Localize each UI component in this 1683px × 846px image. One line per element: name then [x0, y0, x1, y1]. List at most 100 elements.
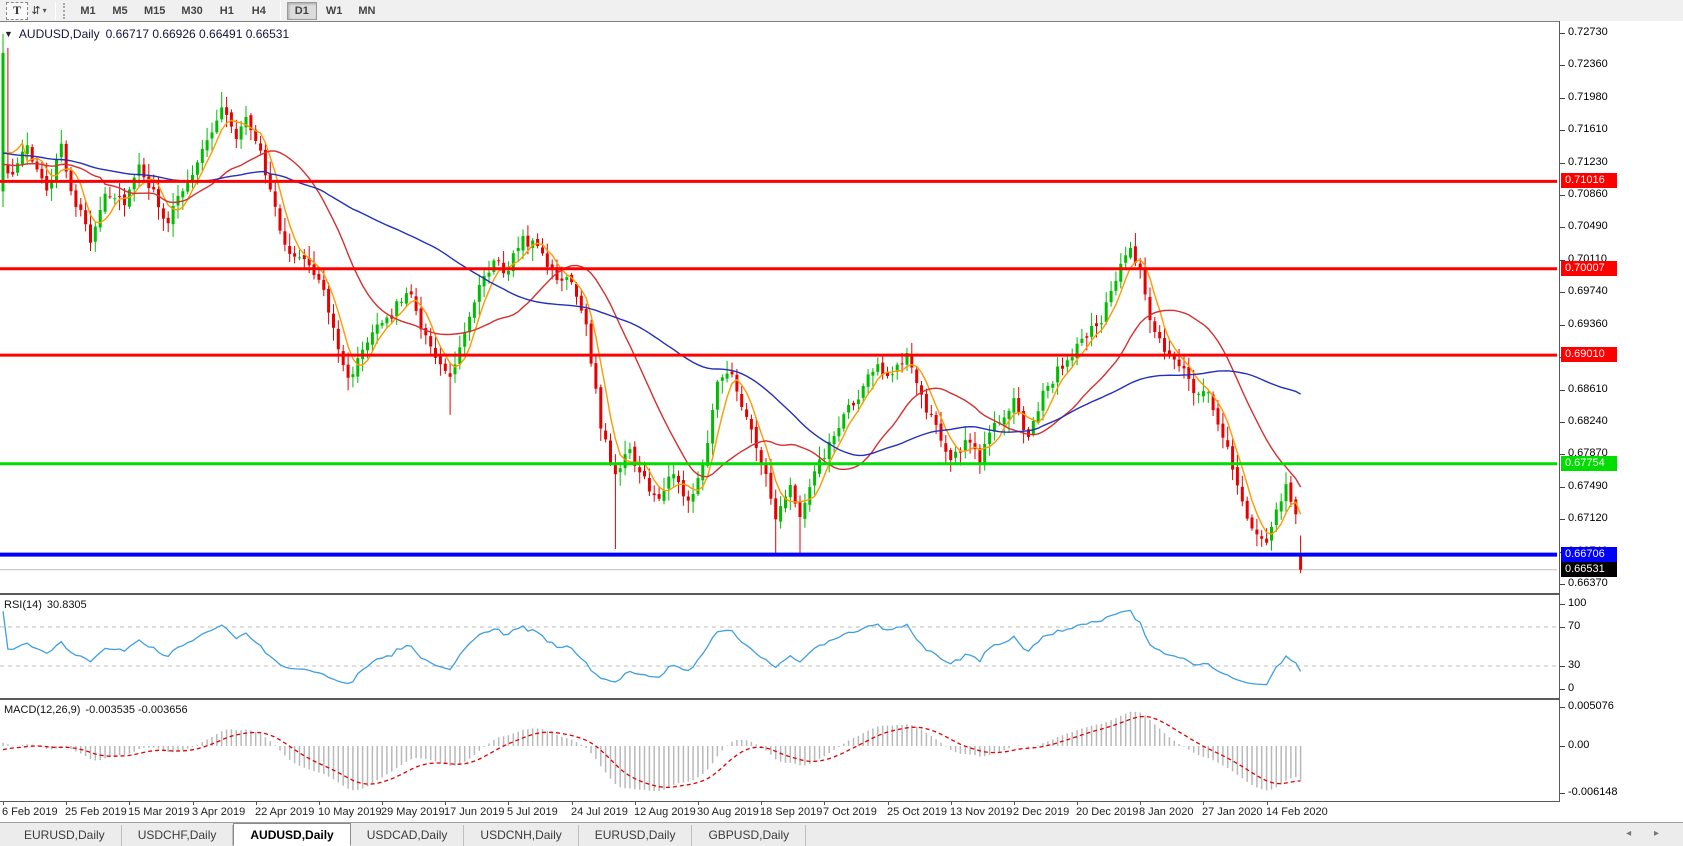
date-label: 24 Jul 2019	[571, 806, 628, 818]
axis-tick-mark	[1560, 793, 1565, 795]
price-level-chip: 0.71016	[1561, 173, 1617, 189]
chart-tab-eurusd-0[interactable]: EURUSD,Daily	[8, 825, 122, 846]
rsi-pane: RSI(14) 30.8305	[0, 594, 1559, 699]
timeframe-button-group: M1 M5 M15 M30 H1 H4 D1 W1 MN	[72, 1, 383, 20]
price-level-chip: 0.66531	[1561, 561, 1617, 577]
axis-tick-label: 0.71230	[1568, 155, 1608, 168]
timeframe-button-m5[interactable]: M5	[105, 2, 135, 20]
axis-tick-mark	[1560, 666, 1565, 667]
axis-tick-label: 100	[1568, 597, 1587, 609]
axis-tick-label: 0.005076	[1568, 700, 1614, 712]
time-axis[interactable]: 6 Feb 2019 25 Feb 2019 15 Mar 2019 3 Apr 20…	[0, 802, 1559, 822]
price-level-chip: 0.69010	[1561, 347, 1617, 363]
date-label: 10 May 2019	[318, 806, 382, 818]
date-label: 5 Jul 2019	[507, 806, 558, 818]
date-tick-mark	[3, 802, 4, 805]
date-label: 12 Aug 2019	[634, 806, 696, 818]
macd-name: MACD(12,26,9)	[4, 704, 81, 716]
axis-tick-mark	[1560, 226, 1565, 228]
toolbar-separator	[55, 1, 56, 20]
rsi-canvas[interactable]	[0, 595, 1557, 698]
text-tool-button[interactable]: T	[6, 1, 28, 20]
axis-tick-label: 0.67490	[1568, 479, 1608, 492]
date-tick-mark	[824, 802, 825, 805]
axis-tick-mark	[1560, 604, 1565, 605]
axis-tick-mark	[1560, 421, 1565, 423]
axis-tick-label: 0.66370	[1568, 576, 1608, 589]
axis-tick-label: 0.70860	[1568, 187, 1608, 200]
timeframe-button-w1[interactable]: W1	[319, 2, 350, 20]
date-tick-mark	[256, 802, 257, 805]
axis-tick-mark	[1560, 324, 1565, 326]
price-chart-canvas[interactable]	[0, 22, 1557, 593]
date-tick-mark	[572, 802, 573, 805]
axis-tick-mark	[1560, 194, 1565, 196]
price-level-chip: 0.70007	[1561, 260, 1617, 276]
macd-pane: MACD(12,26,9) -0.003535 -0.003656	[0, 699, 1559, 802]
axis-tick-mark	[1560, 689, 1565, 690]
axis-tick-label: 0.71980	[1568, 90, 1608, 103]
timeframe-button-h4[interactable]: H4	[244, 2, 274, 20]
axis-tick-label: 0.69740	[1568, 284, 1608, 297]
timeframe-button-d1[interactable]: D1	[286, 1, 317, 20]
axis-tick-label: 0.71610	[1568, 122, 1608, 135]
date-label: 22 Apr 2019	[255, 806, 315, 818]
chart-tab-usdcnh-4[interactable]: USDCNH,Daily	[464, 825, 579, 846]
date-label: 30 Aug 2019	[697, 806, 759, 818]
date-tick-mark	[319, 802, 320, 805]
date-label: 6 Feb 2019	[2, 806, 58, 818]
axis-tick-mark	[1560, 518, 1565, 520]
axis-tick-mark	[1560, 746, 1565, 747]
updown-arrows-icon: ⇵	[31, 5, 41, 17]
collapse-triangle-icon[interactable]: ▼	[4, 29, 13, 39]
toolbar: T ⇵ ▾ M1 M5 M15 M30 H1 H4 D1 W1 MN	[0, 0, 1683, 22]
date-label: 29 May 2019	[381, 806, 445, 818]
axis-tick-mark	[1560, 129, 1565, 131]
ohlc-values: 0.66717 0.66926 0.66491 0.66531	[105, 27, 290, 41]
date-label: 13 Nov 2019	[950, 806, 1013, 818]
axis-tick-label: 0.69360	[1568, 317, 1608, 330]
chart-tabs-bar: EURUSD,Daily USDCHF,Daily AUDUSD,Daily USDC…	[0, 822, 1683, 846]
chart-tab-audusd-2[interactable]: AUDUSD,Daily	[233, 823, 351, 846]
date-label: 18 Sep 2019	[760, 806, 823, 818]
timeframe-button-m30[interactable]: M30	[174, 2, 209, 20]
date-label: 25 Feb 2019	[65, 806, 127, 818]
macd-canvas[interactable]	[0, 700, 1557, 801]
axis-tick-mark	[1560, 33, 1565, 34]
axis-tick-mark	[1560, 291, 1565, 293]
timeframe-button-mn[interactable]: MN	[351, 2, 382, 20]
axis-tick-mark	[1560, 65, 1565, 67]
price-axis[interactable]: 0.72730 0.72360 0.71980 0.71610 0.71230 0.708…	[1559, 21, 1683, 802]
axis-tick-label: -0.006148	[1568, 786, 1618, 799]
chart-tab-usdcad-3[interactable]: USDCAD,Daily	[351, 825, 465, 846]
macd-label: MACD(12,26,9) -0.003535 -0.003656	[4, 704, 188, 716]
toolbar-grip[interactable]	[63, 2, 66, 19]
axis-tick-mark	[1560, 259, 1565, 261]
date-tick-mark	[508, 802, 509, 805]
chart-tab-usdchf-1[interactable]: USDCHF,Daily	[122, 825, 234, 846]
rsi-name: RSI(14)	[4, 599, 42, 611]
rsi-label: RSI(14) 30.8305	[4, 599, 87, 611]
timeframe-button-m1[interactable]: M1	[73, 2, 103, 20]
date-tick-mark	[1014, 802, 1015, 805]
date-tick-mark	[445, 802, 446, 805]
chart-tab-eurusd-5[interactable]: EURUSD,Daily	[579, 825, 693, 846]
tab-scroll-arrows[interactable]: ◂ ▸	[1626, 828, 1669, 839]
chart-tab-gbpusd-6[interactable]: GBPUSD,Daily	[692, 825, 807, 846]
price-chart-pane: ▼ AUDUSD,Daily 0.66717 0.66926 0.66491 0…	[0, 21, 1559, 594]
date-label: 27 Jan 2020	[1202, 806, 1263, 818]
axis-tick-mark	[1560, 583, 1565, 585]
axis-tick-label: 70	[1568, 620, 1581, 632]
axis-tick-label: 0.68240	[1568, 414, 1608, 427]
arrange-dropdown-button[interactable]: ⇵ ▾	[28, 2, 50, 20]
timeframe-button-h1[interactable]: H1	[212, 2, 242, 20]
date-label: 25 Oct 2019	[887, 806, 947, 818]
date-tick-mark	[193, 802, 194, 805]
date-tick-mark	[382, 802, 383, 805]
axis-tick-mark	[1560, 162, 1565, 164]
axis-tick-label: 0.72360	[1568, 58, 1608, 71]
date-tick-mark	[761, 802, 762, 805]
timeframe-button-m15[interactable]: M15	[137, 2, 172, 20]
axis-tick-mark	[1560, 389, 1565, 391]
